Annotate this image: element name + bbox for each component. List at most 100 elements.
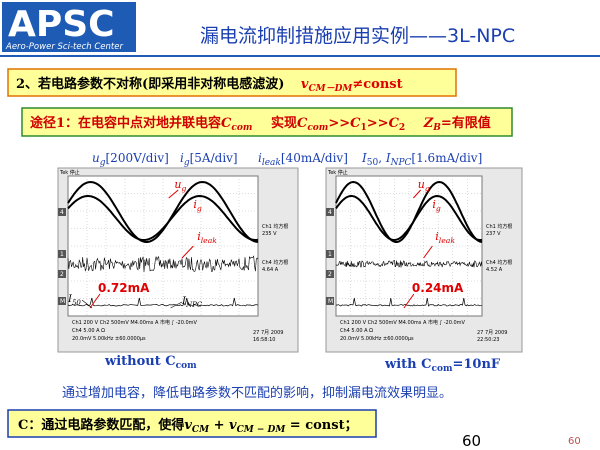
text: i (180, 151, 184, 165)
slide-title: 漏电流抑制措施应用实例——3L-NPC (200, 25, 515, 47)
channel-marker: 4 (328, 209, 332, 216)
conclusion: 通过增加电容，降低电路参数不匹配的影响，抑制漏电流效果明显。 (62, 385, 452, 401)
scope-date: 27 7月 2009 (477, 330, 507, 336)
logo-subtitle: Aero-Power Sci-tech Center (5, 42, 123, 52)
arrow (423, 245, 433, 259)
annotation-ug: ug (418, 178, 430, 193)
channel-marker: M (328, 298, 333, 305)
arrow (168, 189, 179, 199)
text: with C (384, 357, 431, 372)
channel-marker: 2 (60, 271, 64, 278)
text: CM (192, 425, 210, 435)
text: g (197, 204, 202, 213)
condition-text: 2、若电路参数不对称(即采用非对称电感滤波) vCM－DM≠const (16, 76, 403, 94)
scope-status: Tek 停止 (327, 169, 348, 176)
text: i (193, 198, 197, 211)
text: g (181, 184, 186, 193)
arrow (81, 299, 93, 309)
annotation-inpc: INPC (181, 296, 203, 309)
text: = const； (285, 418, 357, 433)
text: , (378, 151, 386, 165)
scope-status: Tek 停止 (59, 169, 80, 176)
text: ≠const (352, 77, 402, 92)
text: i (435, 230, 439, 243)
scope-footer: 20.0mV 5.00kHz ±60.0000μs (72, 336, 146, 342)
arrow (89, 293, 101, 309)
arrow (170, 301, 183, 309)
waveform (335, 259, 483, 268)
scope-footer: Ch1 200 V Ch2 500mV M4.00ms A 市电 ∫ -20.0… (72, 319, 198, 326)
readout: Ch4 均方根 (486, 259, 512, 266)
text: CM－DM (308, 84, 353, 94)
channel-marker-box (58, 270, 66, 278)
text: v (301, 77, 309, 92)
text: >> (328, 116, 350, 131)
text: g (100, 158, 106, 168)
text: C (297, 116, 308, 131)
readout: 4.64 A (262, 267, 279, 273)
annotation-current: 0.24mA (412, 281, 464, 295)
text: [5A/div] (190, 151, 238, 165)
summary-box (7, 409, 377, 438)
text: 实现 (271, 115, 297, 131)
text: leak (201, 236, 218, 245)
text: Z (423, 116, 434, 131)
channel-marker: 2 (328, 271, 332, 278)
text: I (67, 294, 73, 305)
text: [40mA/div] (281, 151, 348, 165)
channel-marker: 1 (328, 251, 332, 258)
text: CM − DM (237, 425, 287, 435)
text: without C (104, 354, 176, 369)
readout: Ch1 均方根 (262, 223, 288, 230)
text: [200V/div] (106, 151, 169, 165)
text: com (307, 123, 328, 133)
text: u (174, 178, 181, 191)
text: leak (262, 158, 281, 168)
text: i (197, 230, 201, 243)
readout: 4.52 A (486, 267, 503, 273)
method-text: 途径1：在电容中点对地并联电容Ccom 实现Ccom>>C1>>C2 ZB=有限… (30, 115, 491, 134)
text: com (176, 361, 197, 371)
waveform (67, 297, 259, 307)
text: I (385, 151, 391, 165)
text: v (184, 418, 192, 433)
text: >> (367, 116, 389, 131)
text: C (221, 116, 232, 131)
text: B (432, 123, 441, 133)
waveform (335, 297, 482, 307)
waveform (67, 194, 259, 242)
text: com (231, 123, 252, 133)
channel-marker: M (60, 298, 65, 305)
channel-marker-box (326, 208, 334, 216)
scope-footer: Ch1 200 V Ch2 500mV M4.00ms A 市电 ∫ -20.0… (340, 319, 466, 326)
scope-date: 27 7月 2009 (253, 330, 283, 336)
summary-text: C：通过电路参数匹配，使得vCM + vCM − DM = const； (18, 417, 358, 435)
text: I (361, 151, 367, 165)
text: C (350, 116, 361, 131)
logo-box (2, 2, 136, 52)
channel-marker: 4 (60, 209, 64, 216)
logo-name: APSC (8, 4, 115, 45)
text: i (258, 151, 262, 165)
method-box (21, 107, 513, 137)
text: =有限值 (441, 115, 491, 131)
text: i (432, 198, 436, 211)
text: [1.6mA/div] (411, 151, 482, 165)
text: + (209, 418, 229, 433)
text: C：通过电路参数匹配，使得 (18, 417, 184, 433)
scope-footer: 20.0mV 5.00kHz ±60.0000μs (340, 336, 414, 342)
text: =10nF (452, 357, 500, 372)
text: u (418, 178, 425, 191)
text: u (92, 151, 100, 165)
channel-marker-box (58, 208, 66, 216)
text: 50 (367, 158, 379, 168)
waveform (67, 255, 259, 273)
readout: 237 V (486, 231, 501, 237)
text: 50 (72, 299, 81, 307)
channel-marker-box (58, 250, 66, 258)
text: 2 (399, 123, 405, 133)
scope-footer: Ch4 5.00 A Ω (72, 328, 105, 334)
scale-labels: ug[200V/div] ig[5A/div] ileak[40mA/div] … (92, 151, 482, 168)
